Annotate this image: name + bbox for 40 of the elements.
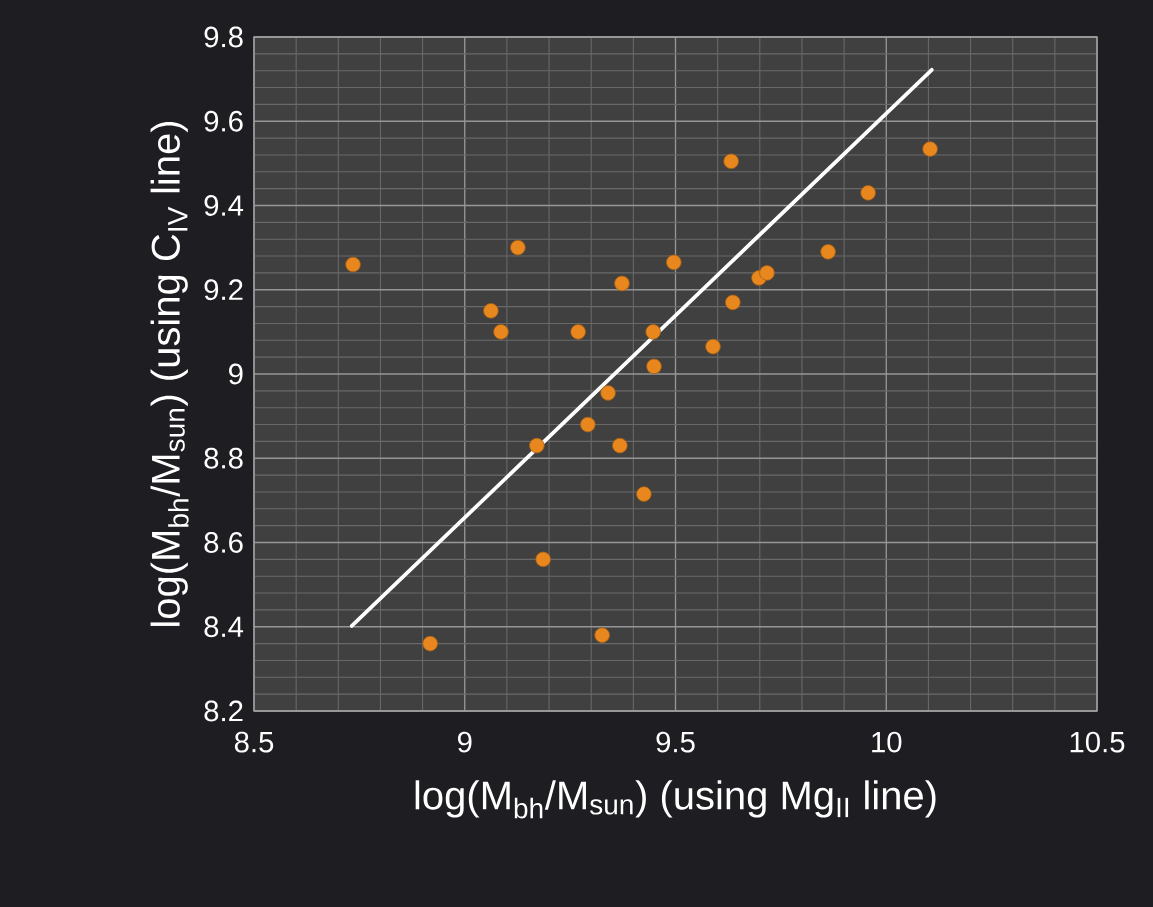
point [483,303,499,319]
x-tick-label: 9.5 [656,731,695,753]
point [705,338,721,355]
x-axis-title: log(M$_{bh}$/M$_{sun}$) (using Mg$_{II}$ line) [415,780,936,819]
point [580,416,596,433]
point [646,358,662,375]
point [636,486,652,502]
point [422,635,438,652]
point [529,437,545,454]
point [645,324,661,340]
y-tick-label: 9 [229,363,243,385]
y-tick-label: 9.6 [204,110,243,132]
y-tick-label: 8.4 [204,616,244,638]
point [510,239,526,256]
point [493,324,509,340]
point [570,324,586,340]
y-tick-label: 9.2 [204,279,243,301]
y-axis-title: log(M$_{bh}$/M$_{sun}$) (using C$_{IV}$ line) [150,121,189,626]
x-tick-label: 9 [457,731,472,753]
point [723,153,739,169]
point [922,141,938,157]
point [535,551,551,568]
y-tick-label: 8.2 [204,700,243,722]
point [345,256,361,273]
x-tick-label: 8.5 [234,731,274,753]
y-tick-label: 8.6 [204,532,243,553]
point [600,385,616,401]
point [759,265,775,281]
x-tick-label: 10 [872,731,902,753]
point [614,275,630,292]
y-tick-label: 8.8 [204,447,243,469]
point [820,244,836,260]
point [666,254,682,271]
y-tick-label: 9.8 [204,26,243,48]
point [612,437,628,454]
x-tick-label: 10.5 [1070,731,1125,753]
point [594,627,610,643]
point [725,294,741,311]
point [860,185,876,201]
y-tick-label: 9.4 [204,195,244,216]
